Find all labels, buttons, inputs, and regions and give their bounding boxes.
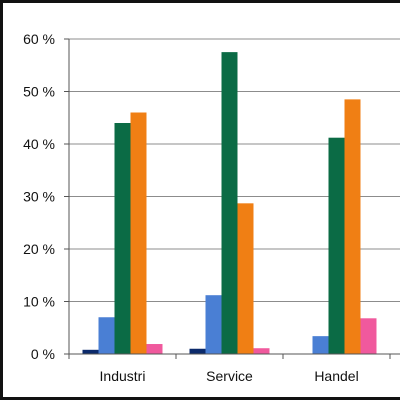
bar-chart: 0 % 10 % 20 % 30 % 40 % 50 % 60 % Industri Serv… bbox=[23, 31, 400, 384]
y-axis: 0 % 10 % 20 % 30 % 40 % 50 % 60 % bbox=[23, 31, 70, 362]
y-tick-label: 30 % bbox=[23, 189, 55, 205]
y-tick-label: 60 % bbox=[23, 31, 55, 47]
x-tick-label: Service bbox=[206, 368, 253, 384]
y-tick-label: 20 % bbox=[23, 241, 55, 257]
y-tick-label: 10 % bbox=[23, 294, 55, 310]
bar-industri-1 bbox=[82, 349, 99, 354]
bar-service-2 bbox=[205, 295, 222, 354]
bar-service-4 bbox=[237, 203, 254, 354]
x-tick-label: Handel bbox=[314, 368, 358, 384]
bar-handel-5 bbox=[360, 318, 377, 354]
bar-service-1 bbox=[189, 348, 206, 354]
x-axis: Industri Service Handel bbox=[68, 353, 400, 384]
bar-industri-3 bbox=[114, 123, 131, 354]
bar-handel-3 bbox=[328, 137, 345, 354]
bar-handel-4 bbox=[344, 99, 361, 354]
bar-handel-2 bbox=[312, 336, 329, 354]
bar-industri-4 bbox=[130, 112, 147, 354]
bar-service-5 bbox=[253, 348, 270, 354]
y-tick-label: 40 % bbox=[23, 136, 55, 152]
bar-service-3 bbox=[221, 52, 238, 354]
y-tick-label: 0 % bbox=[31, 346, 55, 362]
x-tick-label: Industri bbox=[100, 368, 146, 384]
bars bbox=[82, 52, 377, 354]
bar-industri-2 bbox=[98, 317, 115, 354]
bar-industri-5 bbox=[146, 344, 163, 354]
y-tick-label: 50 % bbox=[23, 84, 55, 100]
